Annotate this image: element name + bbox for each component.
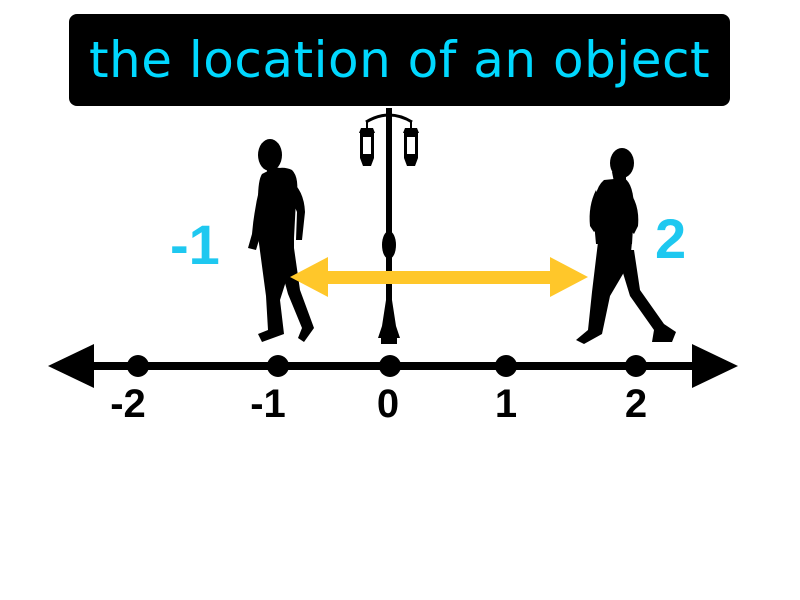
- tick-label-2: 2: [624, 382, 648, 426]
- tick-dot-1: [495, 355, 517, 377]
- tick-label-neg2: -2: [110, 382, 146, 426]
- person-walking-right-icon: [576, 148, 676, 344]
- number-line: [48, 344, 738, 388]
- left-position-label: -1: [170, 213, 220, 276]
- tick-dot-2: [625, 355, 647, 377]
- tick-dot-0: [379, 355, 401, 377]
- double-arrow-icon: [290, 257, 588, 297]
- tick-label-0: 0: [376, 382, 400, 426]
- tick-dot-neg1: [267, 355, 289, 377]
- tick-dot-neg2: [127, 355, 149, 377]
- left-arrowhead-icon: [48, 344, 94, 388]
- tick-label-neg1: -1: [250, 382, 286, 426]
- street-lamp-icon: [359, 108, 419, 344]
- person-walking-left-icon: [248, 139, 314, 342]
- title-banner: the location of an object: [69, 14, 730, 106]
- right-arrowhead-icon: [692, 344, 738, 388]
- right-position-label: 2: [655, 207, 687, 270]
- title-text: the location of an object: [88, 31, 711, 89]
- tick-label-1: 1: [494, 382, 518, 426]
